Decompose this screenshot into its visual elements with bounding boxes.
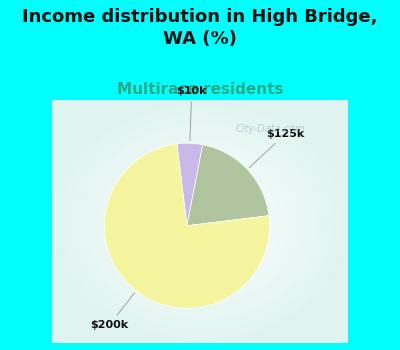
Text: Income distribution in High Bridge,
WA (%): Income distribution in High Bridge, WA (…: [22, 8, 378, 48]
Text: $200k: $200k: [90, 293, 134, 330]
Text: City-Data.com: City-Data.com: [236, 124, 305, 134]
Text: Multirace residents: Multirace residents: [117, 82, 283, 97]
Text: $10k: $10k: [176, 86, 207, 140]
Wedge shape: [187, 145, 269, 226]
Wedge shape: [104, 144, 270, 308]
Wedge shape: [177, 143, 203, 226]
Text: $125k: $125k: [249, 129, 304, 168]
